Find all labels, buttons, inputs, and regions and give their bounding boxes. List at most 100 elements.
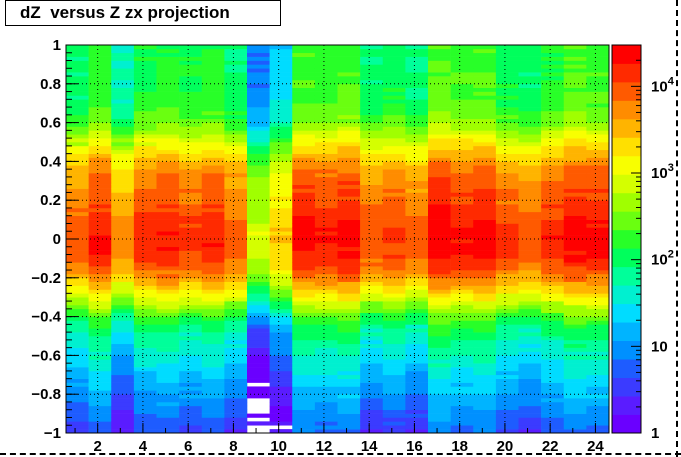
heatmap-cell bbox=[179, 227, 203, 232]
heatmap-cell bbox=[247, 231, 270, 236]
heatmap-cell bbox=[586, 378, 610, 383]
heatmap-cell bbox=[111, 52, 135, 57]
heatmap-cell bbox=[337, 87, 361, 92]
heatmap-cell bbox=[156, 297, 180, 302]
heatmap-cell bbox=[179, 324, 203, 329]
heatmap-cell bbox=[586, 277, 610, 282]
heatmap-cell bbox=[156, 258, 180, 263]
heatmap-cell bbox=[428, 103, 451, 108]
heatmap-cell bbox=[247, 320, 270, 325]
heatmap-cell bbox=[495, 308, 519, 314]
heatmap-cell bbox=[111, 211, 135, 217]
heatmap-cell bbox=[66, 254, 89, 259]
heatmap-cell bbox=[473, 157, 497, 162]
heatmap-cell bbox=[360, 254, 384, 259]
heatmap-cell bbox=[88, 188, 112, 193]
heatmap-cell bbox=[541, 149, 565, 154]
heatmap-cell bbox=[405, 99, 429, 104]
heatmap-cell bbox=[88, 142, 112, 147]
heatmap-cell bbox=[133, 211, 157, 217]
heatmap-cell bbox=[247, 134, 270, 139]
heatmap-cell bbox=[179, 142, 203, 147]
heatmap-cell bbox=[156, 301, 180, 306]
heatmap-cell bbox=[133, 60, 157, 65]
heatmap-cell bbox=[337, 425, 361, 430]
heatmap-cell bbox=[586, 363, 610, 368]
heatmap-cell bbox=[201, 207, 225, 213]
heatmap-cell bbox=[405, 114, 429, 120]
heatmap-cell bbox=[428, 336, 451, 341]
heatmap-cell bbox=[450, 72, 474, 77]
heatmap-cell bbox=[360, 211, 384, 217]
heatmap-cell bbox=[428, 161, 451, 166]
heatmap-cell bbox=[473, 367, 497, 372]
heatmap-cell bbox=[269, 409, 293, 414]
heatmap-cell bbox=[201, 227, 225, 232]
heatmap-cell bbox=[292, 107, 316, 112]
heatmap-cell bbox=[586, 382, 610, 387]
heatmap-cell bbox=[156, 398, 180, 403]
heatmap-cell bbox=[405, 188, 429, 193]
x-tick-label: 24 bbox=[587, 438, 604, 455]
heatmap-cell bbox=[382, 413, 406, 418]
heatmap-cell bbox=[292, 270, 316, 275]
heatmap-cell bbox=[88, 184, 112, 189]
heatmap-cell bbox=[495, 316, 519, 321]
heatmap-cell bbox=[563, 184, 587, 189]
heatmap-cell bbox=[360, 79, 384, 85]
heatmap-cell bbox=[156, 138, 180, 143]
heatmap-cell bbox=[292, 114, 316, 120]
heatmap-cell bbox=[360, 72, 384, 77]
heatmap-cell bbox=[88, 211, 112, 217]
heatmap-cell bbox=[292, 304, 316, 310]
heatmap-cell bbox=[111, 227, 135, 232]
heatmap-cell bbox=[586, 95, 610, 100]
heatmap-cell bbox=[541, 157, 565, 162]
heatmap-cell bbox=[314, 188, 338, 193]
heatmap-cell bbox=[360, 107, 384, 112]
heatmap-cell bbox=[179, 293, 203, 298]
heatmap-cell bbox=[337, 359, 361, 364]
heatmap-cell bbox=[495, 180, 519, 185]
heatmap-cell bbox=[541, 52, 565, 57]
heatmap-cell bbox=[382, 48, 406, 54]
heatmap-cell bbox=[337, 316, 361, 321]
heatmap-cell bbox=[201, 107, 225, 112]
heatmap-cell bbox=[224, 289, 248, 294]
heatmap-cell bbox=[111, 149, 135, 154]
heatmap-cell bbox=[292, 95, 316, 100]
heatmap-cell bbox=[66, 126, 89, 131]
heatmap-cell bbox=[269, 363, 293, 368]
heatmap-cell bbox=[66, 262, 89, 267]
heatmap-cell bbox=[428, 188, 451, 193]
heatmap-cell bbox=[111, 235, 135, 240]
heatmap-cell bbox=[450, 370, 474, 376]
heatmap-cell bbox=[269, 297, 293, 302]
heatmap-cell bbox=[66, 114, 89, 120]
heatmap-cell bbox=[179, 192, 203, 197]
heatmap-cell bbox=[337, 293, 361, 298]
heatmap-cell bbox=[201, 83, 225, 88]
heatmap-cell bbox=[495, 367, 519, 372]
heatmap-cell bbox=[111, 215, 135, 220]
heatmap-cell bbox=[179, 157, 203, 162]
heatmap-cell bbox=[450, 301, 474, 306]
heatmap-cell bbox=[88, 207, 112, 213]
heatmap-cell bbox=[428, 157, 451, 162]
heatmap-cell bbox=[360, 134, 384, 139]
heatmap-cell bbox=[382, 355, 406, 360]
heatmap-cell bbox=[541, 223, 565, 228]
heatmap-cell bbox=[88, 161, 112, 166]
heatmap-cell bbox=[314, 405, 338, 411]
heatmap-cell bbox=[133, 188, 157, 193]
heatmap-cell bbox=[563, 83, 587, 88]
heatmap-cell bbox=[337, 336, 361, 341]
heatmap-cell bbox=[428, 145, 451, 151]
heatmap-cell bbox=[541, 289, 565, 294]
heatmap-cell bbox=[314, 351, 338, 356]
heatmap-cell bbox=[201, 48, 225, 54]
heatmap-cell bbox=[247, 227, 270, 232]
heatmap-cell bbox=[586, 429, 610, 434]
heatmap-cell bbox=[518, 192, 542, 197]
heatmap-cell bbox=[88, 359, 112, 364]
